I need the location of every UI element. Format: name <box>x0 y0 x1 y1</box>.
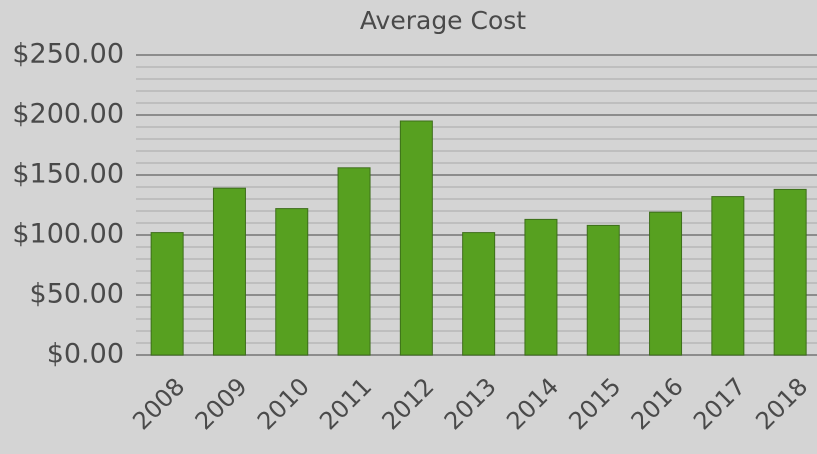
bar <box>337 167 371 356</box>
x-tick-label: 2010 <box>252 372 315 435</box>
bar <box>150 232 184 356</box>
y-tick-label: $100.00 <box>12 219 124 250</box>
x-tick-label: 2011 <box>314 372 377 435</box>
y-tick-label: $250.00 <box>12 39 124 70</box>
bar <box>275 208 309 356</box>
x-tick-label: 2008 <box>127 372 190 435</box>
bar <box>649 211 683 356</box>
x-tick-label: 2013 <box>439 372 502 435</box>
x-tick-label: 2015 <box>563 372 626 435</box>
x-tick-label: 2016 <box>626 372 689 435</box>
x-tick-label: 2017 <box>688 372 751 435</box>
bar <box>399 120 433 356</box>
bar <box>586 224 620 356</box>
y-tick-label: $50.00 <box>30 279 124 310</box>
x-tick-label: 2009 <box>190 372 253 435</box>
bar <box>524 218 558 356</box>
chart-title: Average Cost <box>360 6 526 35</box>
y-tick-label: $150.00 <box>12 159 124 190</box>
x-tick-label: 2014 <box>501 372 564 435</box>
bar <box>711 196 745 356</box>
y-tick-label: $200.00 <box>12 99 124 130</box>
bar <box>773 188 807 356</box>
x-tick-label: 2018 <box>750 372 813 435</box>
bar <box>212 187 246 356</box>
x-tick-label: 2012 <box>377 372 440 435</box>
bar <box>462 232 496 356</box>
y-tick-label: $0.00 <box>47 339 124 370</box>
